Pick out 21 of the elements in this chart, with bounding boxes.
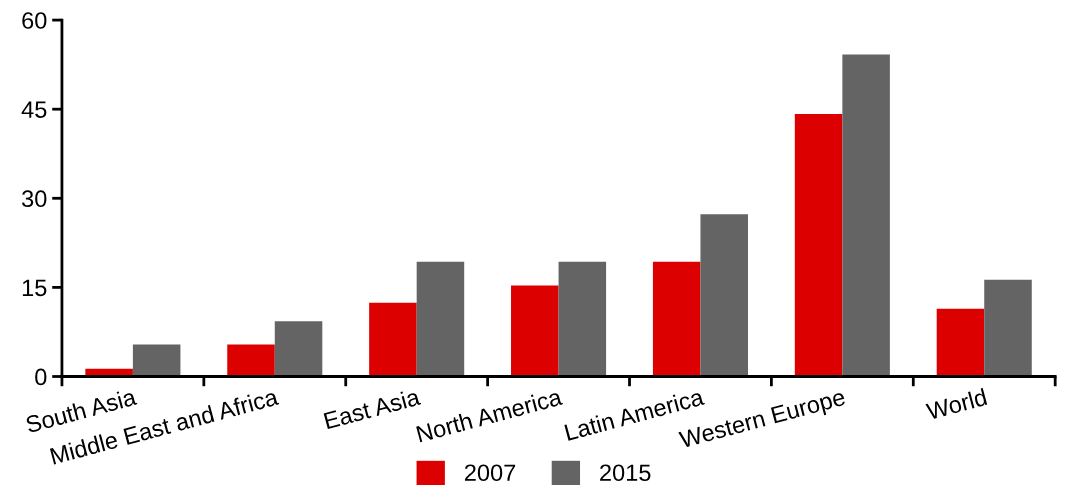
bar <box>558 261 607 377</box>
bar <box>700 214 748 377</box>
y-tick-label: 60 <box>22 12 47 29</box>
legend-label: 2015 <box>600 464 651 482</box>
bar <box>936 308 985 377</box>
y-tick-label: 0 <box>35 368 47 386</box>
bar <box>652 261 701 377</box>
bar <box>416 261 465 377</box>
bar <box>227 344 275 377</box>
bar <box>794 113 843 377</box>
legend-label: 2007 <box>464 464 516 482</box>
bar <box>369 302 417 377</box>
bar <box>274 321 323 377</box>
y-tick-label: 30 <box>22 190 47 208</box>
bar <box>984 279 1032 377</box>
bar <box>842 54 890 377</box>
y-tick-label: 15 <box>22 279 47 297</box>
bar <box>511 285 559 377</box>
y-tick-label: 45 <box>21 101 47 118</box>
bar <box>132 344 181 377</box>
x-tick-label: World <box>925 388 988 421</box>
